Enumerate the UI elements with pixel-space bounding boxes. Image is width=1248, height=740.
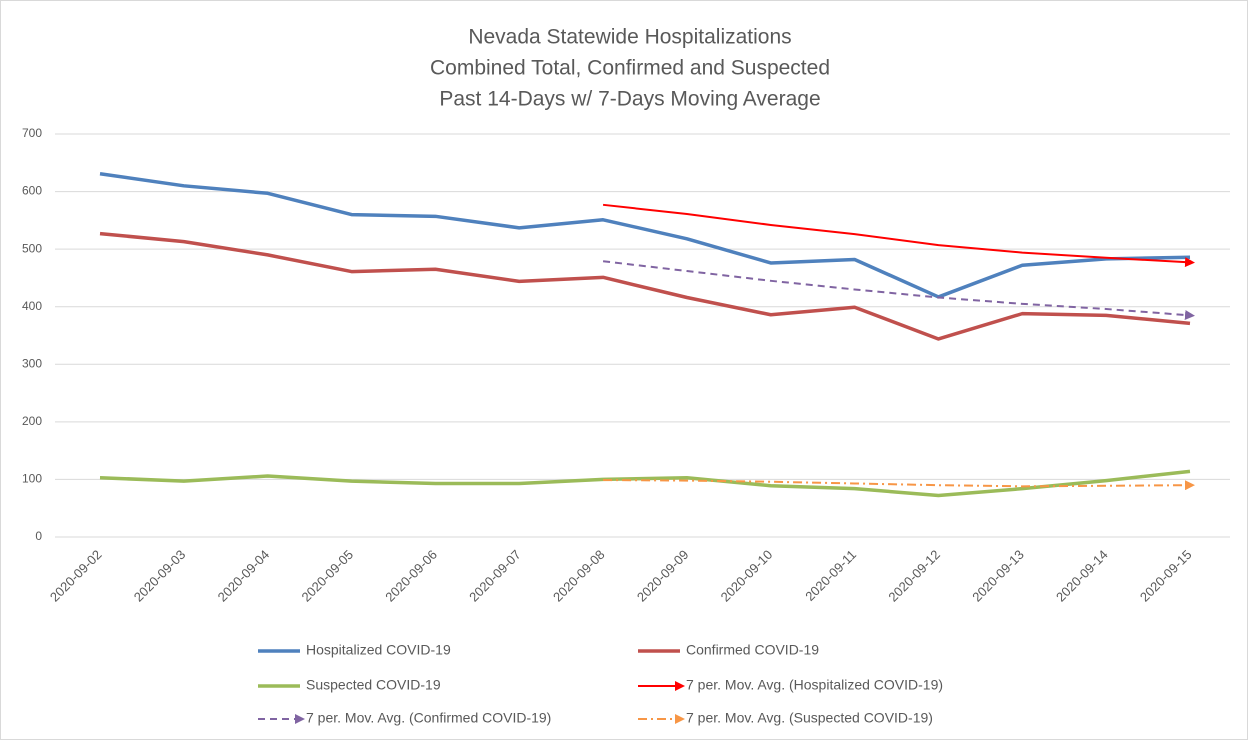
y-tick-label: 400 bbox=[22, 299, 42, 313]
series-line bbox=[602, 203, 1195, 268]
y-tick-label: 300 bbox=[22, 356, 42, 370]
legend-label: Hospitalized COVID-19 bbox=[306, 642, 451, 658]
y-tick-label: 100 bbox=[22, 472, 42, 486]
series-line bbox=[602, 260, 1195, 320]
series-line bbox=[99, 171, 1191, 299]
chart-title: Past 14-Days w/ 7-Days Moving Average bbox=[439, 88, 820, 111]
chart-title: Combined Total, Confirmed and Suspected bbox=[430, 57, 830, 80]
y-tick-label: 700 bbox=[22, 126, 42, 140]
y-tick-label: 200 bbox=[22, 414, 42, 428]
y-tick-label: 600 bbox=[22, 184, 42, 198]
series-line bbox=[99, 469, 1191, 498]
series-line bbox=[99, 231, 1191, 341]
chart-title: Nevada Statewide Hospitalizations bbox=[468, 26, 791, 49]
y-tick-label: 500 bbox=[22, 241, 42, 255]
legend-label: 7 per. Mov. Avg. (Confirmed COVID-19) bbox=[306, 710, 551, 726]
legend-label: 7 per. Mov. Avg. (Hospitalized COVID-19) bbox=[686, 677, 943, 693]
legend-label: Confirmed COVID-19 bbox=[686, 642, 819, 658]
series-line bbox=[603, 479, 1195, 491]
y-tick-label: 0 bbox=[35, 529, 42, 543]
legend-label: 7 per. Mov. Avg. (Suspected COVID-19) bbox=[686, 710, 933, 726]
legend-label: Suspected COVID-19 bbox=[306, 677, 441, 693]
